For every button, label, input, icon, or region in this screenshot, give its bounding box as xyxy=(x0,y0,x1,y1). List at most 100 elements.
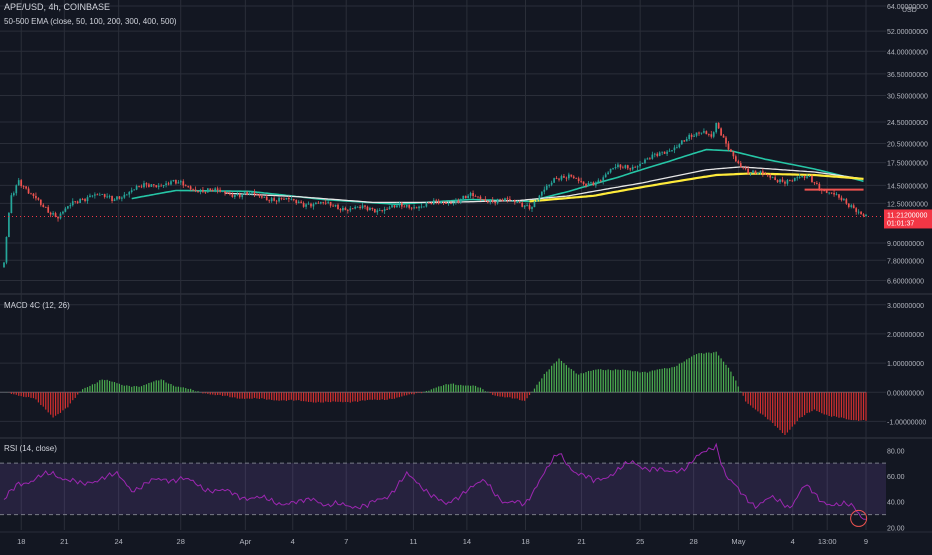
candle-body[interactable] xyxy=(833,193,835,195)
candle-body[interactable] xyxy=(165,183,167,186)
candle-body[interactable] xyxy=(653,153,656,155)
candle-body[interactable] xyxy=(595,182,597,186)
candle-body[interactable] xyxy=(275,200,278,202)
candle-body[interactable] xyxy=(121,197,123,199)
candle-body[interactable] xyxy=(216,188,219,190)
candle-body[interactable] xyxy=(440,201,442,204)
candle-body[interactable] xyxy=(607,172,609,175)
candle-body[interactable] xyxy=(474,196,477,197)
candle-body[interactable] xyxy=(423,206,425,208)
candle-body[interactable] xyxy=(538,195,541,201)
candle-body[interactable] xyxy=(238,194,241,198)
candle-body[interactable] xyxy=(437,200,440,204)
candle-body[interactable] xyxy=(757,173,759,174)
candle-body[interactable] xyxy=(774,177,776,181)
candle-body[interactable] xyxy=(369,207,371,211)
candle-body[interactable] xyxy=(752,170,754,174)
candle-body[interactable] xyxy=(801,176,804,177)
candle-body[interactable] xyxy=(295,200,298,204)
candle-body[interactable] xyxy=(629,168,632,170)
candle-body[interactable] xyxy=(292,198,295,201)
candle-body[interactable] xyxy=(845,199,848,204)
candle-body[interactable] xyxy=(430,202,433,205)
candle-body[interactable] xyxy=(803,176,806,178)
candle-body[interactable] xyxy=(253,192,256,195)
candle-body[interactable] xyxy=(612,168,614,169)
candle-body[interactable] xyxy=(57,216,59,219)
candle-body[interactable] xyxy=(98,194,101,196)
candle-body[interactable] xyxy=(666,151,668,154)
candle-body[interactable] xyxy=(582,181,585,184)
candle-body[interactable] xyxy=(346,210,349,211)
candle-body[interactable] xyxy=(644,159,646,164)
candle-body[interactable] xyxy=(776,180,779,183)
candle-body[interactable] xyxy=(464,195,467,199)
candle-body[interactable] xyxy=(835,194,838,196)
candle-body[interactable] xyxy=(712,132,715,137)
candle-body[interactable] xyxy=(599,180,602,182)
candle-body[interactable] xyxy=(820,189,823,191)
candle-body[interactable] xyxy=(52,213,54,215)
candle-body[interactable] xyxy=(116,196,118,200)
candle-body[interactable] xyxy=(403,206,406,208)
candle-body[interactable] xyxy=(764,173,767,175)
candle-body[interactable] xyxy=(511,200,514,201)
candle-body[interactable] xyxy=(700,132,703,134)
candle-body[interactable] xyxy=(678,144,681,148)
candle-body[interactable] xyxy=(192,189,194,191)
candle-body[interactable] xyxy=(258,194,261,197)
candle-body[interactable] xyxy=(268,200,271,202)
candle-body[interactable] xyxy=(619,164,622,168)
candle-body[interactable] xyxy=(364,205,366,207)
candle-body[interactable] xyxy=(209,188,212,191)
candle-body[interactable] xyxy=(354,206,357,209)
candle-body[interactable] xyxy=(123,194,126,198)
candle-body[interactable] xyxy=(683,140,686,142)
candle-body[interactable] xyxy=(432,200,435,205)
candle-body[interactable] xyxy=(332,205,334,207)
candle-body[interactable] xyxy=(89,195,91,198)
candle-body[interactable] xyxy=(231,194,234,198)
candle-body[interactable] xyxy=(108,196,111,197)
candle-body[interactable] xyxy=(553,178,555,183)
candle-body[interactable] xyxy=(847,203,850,207)
candle-body[interactable] xyxy=(609,168,612,173)
candle-body[interactable] xyxy=(769,175,772,178)
candle-body[interactable] xyxy=(523,205,526,207)
candle-body[interactable] xyxy=(796,177,799,179)
candle-body[interactable] xyxy=(361,205,364,209)
candle-body[interactable] xyxy=(695,132,698,136)
candle-body[interactable] xyxy=(155,185,158,188)
candle-body[interactable] xyxy=(197,191,199,192)
candle-body[interactable] xyxy=(17,180,20,186)
candle-body[interactable] xyxy=(356,206,359,208)
candle-body[interactable] xyxy=(243,192,246,195)
candle-body[interactable] xyxy=(734,156,737,162)
candle-body[interactable] xyxy=(305,204,307,207)
candle-body[interactable] xyxy=(759,171,762,174)
candle-body[interactable] xyxy=(843,199,845,201)
candle-body[interactable] xyxy=(79,199,81,203)
candle-body[interactable] xyxy=(828,192,831,194)
candle-body[interactable] xyxy=(550,182,553,185)
candle-body[interactable] xyxy=(157,185,160,188)
candle-body[interactable] xyxy=(703,131,705,133)
candle-body[interactable] xyxy=(101,194,104,195)
candle-body[interactable] xyxy=(339,209,342,211)
candle-body[interactable] xyxy=(194,189,197,192)
candle-body[interactable] xyxy=(143,183,145,188)
candle-body[interactable] xyxy=(283,198,285,200)
candle-body[interactable] xyxy=(130,190,133,193)
candle-body[interactable] xyxy=(170,181,172,185)
candle-body[interactable] xyxy=(140,186,143,188)
candle-body[interactable] xyxy=(71,201,74,206)
candle-body[interactable] xyxy=(472,193,474,197)
candle-body[interactable] xyxy=(30,193,32,195)
candle-body[interactable] xyxy=(118,196,121,199)
candle-body[interactable] xyxy=(462,195,465,200)
candle-body[interactable] xyxy=(744,168,747,169)
candle-body[interactable] xyxy=(862,214,865,217)
candle-body[interactable] xyxy=(113,199,116,201)
candle-body[interactable] xyxy=(722,135,725,138)
candle-body[interactable] xyxy=(779,179,781,183)
